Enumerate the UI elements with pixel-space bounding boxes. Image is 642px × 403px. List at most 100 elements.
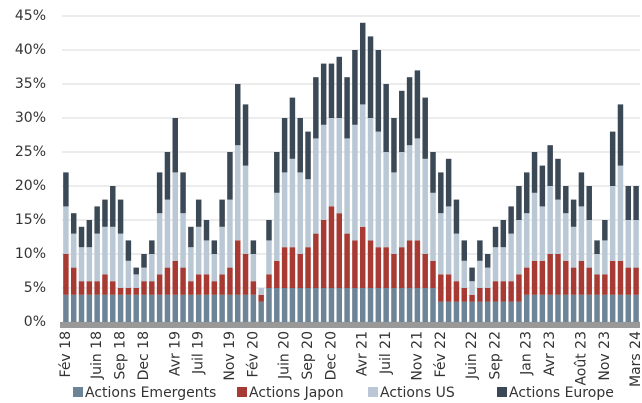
- bar-segment: [281, 288, 288, 322]
- bar-segment: [250, 281, 257, 295]
- bar-segment: [164, 294, 171, 322]
- bar-segment: [563, 213, 569, 261]
- bar-segment: [344, 77, 350, 139]
- bar-segment: [172, 294, 178, 322]
- bar-segment: [328, 288, 335, 322]
- bar-segment: [63, 294, 69, 322]
- bar-segment: [78, 281, 85, 295]
- bar-segment: [203, 220, 210, 241]
- bar-segment: [352, 50, 358, 125]
- bar-segment: [609, 131, 616, 186]
- bar-segment: [516, 220, 522, 275]
- bar-segment: [180, 294, 186, 322]
- bar-segment: [430, 260, 436, 288]
- bar-segment: [242, 294, 249, 322]
- bar-segment: [484, 301, 491, 322]
- bar-segment: [469, 281, 475, 295]
- bar-segment: [594, 294, 600, 322]
- bar-segment: [531, 152, 538, 193]
- x-tick-label: Sep 18: [113, 331, 129, 380]
- bar-segment: [430, 152, 436, 193]
- bar-segment: [227, 267, 233, 295]
- bar-segment: [242, 165, 249, 254]
- bar-segment: [188, 281, 194, 295]
- bar-segment: [594, 274, 600, 295]
- x-tick-label: Fév 18: [58, 331, 74, 377]
- bar-segment: [266, 274, 272, 288]
- bar-segment: [219, 226, 225, 275]
- bar-segment: [625, 294, 632, 322]
- bar-segment: [500, 220, 507, 248]
- bar-segment: [188, 247, 194, 282]
- bar-segment: [102, 274, 108, 295]
- bar-segment: [555, 294, 561, 322]
- bar-segment: [242, 104, 249, 166]
- bar-segment: [524, 213, 530, 268]
- bar-segment: [305, 288, 311, 322]
- bar-segment: [516, 274, 522, 302]
- bar-segment: [86, 220, 93, 248]
- bar-segment: [625, 220, 632, 268]
- bar-segment: [297, 118, 303, 173]
- bar-segment: [391, 254, 397, 288]
- bar-segment: [438, 301, 444, 322]
- bar-segment: [438, 274, 444, 302]
- bar-segment: [422, 158, 428, 254]
- bar-segment: [117, 233, 124, 288]
- bar-segment: [94, 233, 100, 282]
- bar-segment: [281, 247, 288, 288]
- bar-segment: [258, 301, 264, 322]
- bar-segment: [117, 288, 124, 295]
- bar-segment: [94, 206, 100, 234]
- bar-segment: [188, 226, 194, 248]
- bar-segment: [274, 288, 280, 322]
- bar-segment: [477, 301, 483, 322]
- bar-segment: [555, 199, 561, 254]
- bar-segment: [344, 138, 350, 234]
- bar-segment: [570, 226, 577, 268]
- x-tick-label: Nov 23: [597, 331, 613, 381]
- bar-segment: [78, 247, 85, 282]
- bar-segment: [117, 199, 124, 234]
- bar-segment: [281, 172, 288, 248]
- bar-segment: [227, 199, 233, 268]
- bar-segment: [141, 254, 147, 268]
- bar-segment: [570, 267, 577, 295]
- bar-segment: [266, 220, 272, 241]
- bar-segment: [422, 254, 428, 288]
- bar-segment: [617, 165, 624, 261]
- bar-segment: [422, 97, 428, 159]
- bar-segment: [336, 288, 343, 322]
- bar-segment: [211, 254, 218, 282]
- bar-segment: [164, 199, 171, 268]
- bar-segment: [86, 247, 93, 282]
- bar-segment: [359, 22, 366, 105]
- bar-segment: [211, 281, 218, 295]
- bar-segment: [469, 267, 475, 282]
- bar-segment: [484, 254, 491, 268]
- bar-segment: [305, 179, 311, 248]
- bar-segment: [352, 240, 358, 288]
- y-tick-label: 0%: [24, 314, 46, 330]
- bar-segment: [141, 294, 147, 322]
- bar-segment: [266, 288, 272, 322]
- bar-segment: [172, 260, 178, 295]
- bar-segment: [414, 138, 421, 241]
- bar-segment: [617, 104, 624, 166]
- bar-segment: [539, 206, 546, 261]
- bar-segment: [461, 260, 467, 288]
- bar-segment: [78, 294, 85, 322]
- bar-segment: [70, 294, 77, 322]
- bar-segment: [242, 254, 249, 295]
- bar-segment: [180, 172, 186, 214]
- bar-segment: [352, 288, 358, 322]
- bar-segment: [633, 220, 639, 268]
- bar-segment: [406, 77, 413, 146]
- bar-segment: [227, 152, 233, 200]
- bar-segment: [313, 77, 319, 139]
- bar-segment: [195, 226, 202, 275]
- bar-segment: [320, 124, 327, 220]
- bar-segment: [227, 294, 233, 322]
- bar-segment: [461, 288, 467, 302]
- bar-segment: [219, 294, 225, 322]
